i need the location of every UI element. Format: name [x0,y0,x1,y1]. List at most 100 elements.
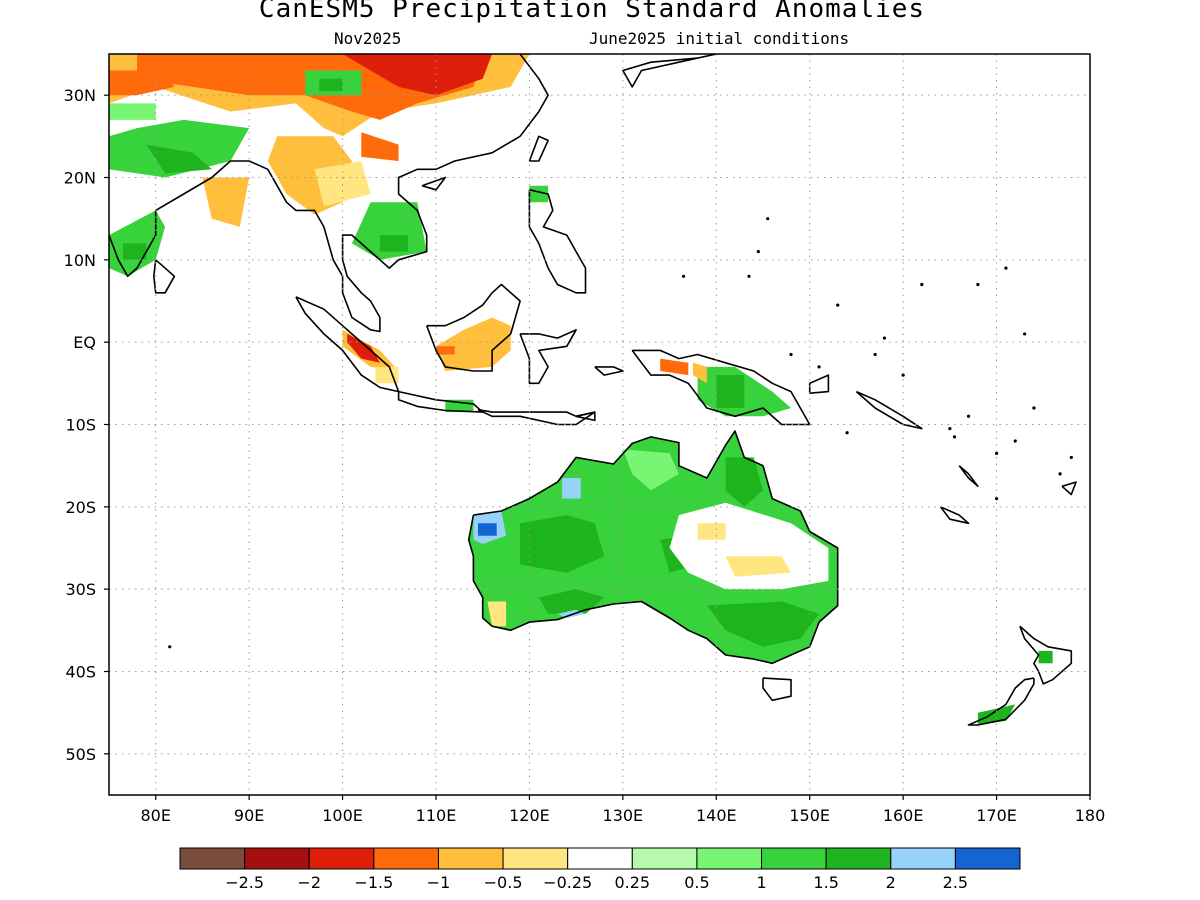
lat-tick-label: 50S [65,745,96,764]
colorbar-label: 0.5 [684,873,709,892]
anomaly-patch [692,362,707,384]
lat-tick-label: 30S [65,580,96,599]
island [747,274,751,278]
lon-tick-label: 180 [1075,806,1106,825]
map-title: CanESM5 Precipitation Standard Anomalies [258,0,926,24]
colorbar-label: −2.5 [225,873,264,892]
lat-tick-label: EQ [73,333,96,352]
island [901,373,905,377]
coastline [467,430,839,665]
island [873,352,877,357]
anomaly-patch [436,346,455,355]
island [952,435,957,439]
colorbar-label: −2 [297,873,321,892]
coastline [1061,481,1077,496]
lat-tick-label: 10N [64,251,96,270]
anomaly-patch [478,523,497,536]
longitude-ticks: 80E 90E 100E 110E 120E 130E 140E 150E 160E 170E 18… [140,795,1105,825]
anomaly-patch [123,243,147,260]
island [766,217,770,221]
island [994,451,999,455]
anomaly-patch [697,523,726,540]
colorbar-label: −1 [427,873,451,892]
lat-tick-label: 30N [64,86,96,105]
coastline [631,349,811,426]
colorbar-swatch [244,847,310,870]
coastline [762,677,792,702]
colorbar-swatch [502,847,569,870]
island [1058,472,1062,476]
lon-tick-label: 140E [696,806,737,825]
anomaly-patch [319,78,343,92]
colorbar-label: −0.25 [543,873,592,892]
island [966,414,971,418]
forecast-month: Nov2025 [334,29,402,48]
anomaly-patch [725,556,791,577]
anomaly-patch [109,119,250,178]
anomaly-patch [538,589,605,614]
coastline [855,390,923,430]
coastlines [109,54,1077,726]
anomaly-patch [109,70,175,96]
anomaly-patch [562,478,581,499]
anomaly-patch [520,515,605,573]
island [1013,439,1017,443]
graticule [109,54,1090,795]
colorbar-swatch [761,847,827,870]
coastline [808,374,830,395]
anomaly-patch [725,457,763,507]
colorbar-swatch [308,847,375,870]
anomaly-patch [660,358,689,376]
colorbar-swatch [179,847,246,870]
lat-tick-label: 10S [65,416,96,435]
island [845,431,849,435]
colorbar-swatch [954,847,1021,870]
latitude-ticks: 30N 20N 10N EQ 10S 20S 30S 40S 50S [64,86,109,764]
island [1023,332,1027,336]
coastline [397,390,484,413]
lon-tick-label: 110E [416,806,457,825]
anomaly-patch [202,177,250,227]
anomaly-patch [379,235,408,252]
colorbar-label: 1.5 [813,873,838,892]
lat-tick-label: 40S [65,663,96,682]
lat-tick-label: 20S [65,498,96,517]
coastline [622,54,717,88]
island [681,274,686,278]
plot-frame [108,53,1091,796]
coastline [425,283,521,372]
anomaly-patch [716,375,745,408]
colorbar-swatch [890,847,956,870]
island [168,645,172,649]
coastline [109,54,549,333]
coastline [958,465,979,488]
colorbar-label: 1 [756,873,766,892]
island [882,336,887,340]
lon-tick-label: 100E [322,806,363,825]
coastline [939,506,970,525]
anomaly-patch [347,333,380,363]
anomaly-patch [342,54,493,96]
island [976,282,980,287]
lon-tick-label: 120E [509,806,550,825]
anomaly-fields [109,54,1053,725]
coastline [421,176,447,191]
coastline [519,328,577,385]
colorbar-label: −1.5 [354,873,393,892]
coastline [967,677,1035,726]
anomaly-patch [622,449,679,491]
lon-tick-label: 80E [140,806,170,825]
colorbar-swatch [825,847,892,870]
anomaly-patch [146,144,212,174]
island [994,497,999,501]
island [817,365,821,369]
lon-tick-label: 170E [976,806,1017,825]
colorbar-label: 2.5 [943,873,968,892]
island [756,250,760,254]
lon-tick-label: 130E [603,806,644,825]
lat-tick-label: 20N [64,169,96,188]
coastline [528,135,549,162]
anomaly-patch [706,601,820,647]
colorbar-label: 0.25 [614,873,650,892]
